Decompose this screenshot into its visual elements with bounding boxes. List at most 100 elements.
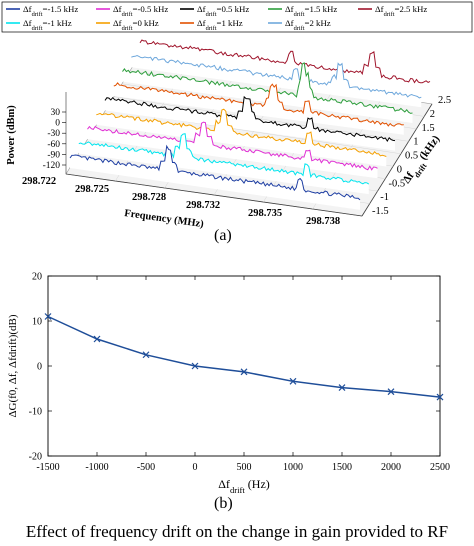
- trace-mask: [140, 40, 430, 92]
- data-point-marker: [436, 393, 444, 401]
- z-axis-label: Power (dBm): [6, 105, 17, 165]
- x-axis-label: Frequency (MHz): [124, 208, 205, 230]
- gain-data-point: [436, 393, 444, 401]
- x-tick-label: 298.735: [248, 208, 282, 219]
- trace-group: [113, 82, 404, 135]
- trace-=1.5 kHz: [122, 62, 413, 114]
- x-tick-label: 1000: [283, 462, 303, 473]
- legend-entry: Δfdrift=0.5 kHz: [197, 4, 249, 18]
- x-tick-label: 298.725: [75, 184, 109, 195]
- legend-entry: Δfdrift=2 kHz: [285, 18, 331, 32]
- trace-=-1.5 kHz: [69, 144, 361, 201]
- trace-group: [139, 39, 431, 92]
- x-tick-label: 0: [193, 462, 198, 473]
- trace-mask: [70, 146, 360, 210]
- trace-group: [69, 144, 361, 210]
- gain-data-point: [240, 368, 248, 376]
- x-tick-label: 2000: [381, 462, 401, 473]
- line-chart: -1500 -1000 -500 0 500 1000 1500 2000 2500 -20 -10…: [7, 272, 450, 496]
- x-tick-label: -1000: [85, 462, 108, 473]
- y-tick-label: 2: [430, 109, 435, 120]
- y-tick-label: 20: [32, 272, 42, 283]
- trace-mask: [113, 82, 404, 135]
- x-tick-label: 2500: [430, 462, 450, 473]
- trace-mask: [105, 96, 395, 151]
- plot-frame: [47, 275, 441, 457]
- trace-group: [122, 62, 413, 123]
- trace-mask: [78, 133, 369, 195]
- data-point-marker: [338, 384, 346, 392]
- panel-b-label: (b): [214, 495, 233, 512]
- data-point-marker: [142, 351, 150, 359]
- x-tick-label: 298.732: [186, 200, 220, 211]
- legend-entry: Δfdrift=2.5 kHz: [375, 4, 427, 18]
- gain-data-point: [44, 313, 52, 320]
- y-tick-label: -0.5: [389, 178, 406, 189]
- x-tick-label: -500: [137, 462, 155, 473]
- z-tick-label: -30: [47, 129, 60, 139]
- data-point-marker: [191, 362, 199, 370]
- z-tick-label: -90: [47, 150, 60, 160]
- y-tick-label: 0.5: [405, 151, 418, 162]
- y-tick-label: 2.5: [438, 95, 451, 106]
- gain-data-point: [387, 388, 395, 396]
- gain-data-point: [191, 362, 199, 370]
- trace-=-1 kHz: [78, 133, 370, 185]
- legend-entry: Δfdrift=1.5 kHz: [285, 4, 337, 18]
- y-tick-label: 0: [397, 164, 402, 175]
- legend-entry: Δfdrift=-1.5 kHz: [23, 4, 78, 18]
- y-tick-label: 10: [32, 317, 42, 328]
- y-tick-label: -10: [29, 407, 42, 418]
- trace-=0 kHz: [96, 108, 387, 157]
- z-tick-label: 0: [55, 119, 60, 129]
- gain-series-line: [47, 315, 441, 398]
- x-tick-label: 298.738: [306, 216, 340, 227]
- x-tick-label: -1500: [36, 462, 59, 473]
- y-tick-label: -1.5: [372, 206, 389, 217]
- trace-group: [131, 54, 422, 108]
- z-tick-label: 30: [51, 108, 61, 118]
- x-tick-label: 298.728: [132, 192, 166, 203]
- data-point-marker: [93, 335, 101, 343]
- x-tick-label: 500: [237, 462, 252, 473]
- figure-caption: Effect of frequency drift on the change …: [25, 522, 449, 541]
- gain-data-point: [289, 377, 297, 385]
- trace-mask: [131, 55, 422, 108]
- gain-data-point: [142, 351, 150, 359]
- y-tick-label: 0: [37, 362, 42, 373]
- x-axis-label: Δfdrift (Hz): [218, 477, 270, 495]
- data-point-marker: [44, 313, 52, 320]
- trace-=2.5 kHz: [139, 39, 431, 84]
- y-tick-label: 1: [413, 137, 418, 148]
- trace-=0.5 kHz: [104, 95, 396, 143]
- legend-entry: Δfdrift=1 kHz: [197, 18, 243, 32]
- legend-entry: Δfdrift=-0.5 kHz: [113, 4, 168, 18]
- trace-group: [78, 133, 370, 195]
- x-tick-label: 298.722: [22, 176, 56, 187]
- trace-group: [104, 95, 396, 151]
- data-point-marker: [289, 377, 297, 385]
- panel-a-label: (a): [214, 227, 232, 244]
- data-point-marker: [240, 368, 248, 376]
- z-tick-label: -120: [43, 161, 61, 171]
- y-axis-label: ΔG(f0, Δf, Δfdrift)(dB): [7, 314, 19, 417]
- legend-entry: Δfdrift=0 kHz: [113, 18, 159, 32]
- y-tick-label: 1.5: [422, 123, 435, 134]
- trace-mask: [96, 109, 387, 167]
- legend-entry: Δfdrift=-1 kHz: [23, 18, 72, 32]
- z-tick-label: -60: [47, 140, 60, 150]
- data-point-marker: [387, 388, 395, 396]
- trace-=-0.5 kHz: [87, 121, 378, 171]
- trace-=1 kHz: [113, 82, 404, 127]
- trace-group: [96, 108, 387, 167]
- y-tick-label: -1: [380, 192, 389, 203]
- trace-mask: [122, 62, 413, 123]
- gain-data-point: [338, 384, 346, 392]
- trace-=2 kHz: [131, 54, 422, 99]
- x-tick-label: 1500: [332, 462, 352, 473]
- gain-data-point: [93, 335, 101, 343]
- legend-box: [1, 1, 473, 33]
- y-axis-line: [361, 103, 433, 217]
